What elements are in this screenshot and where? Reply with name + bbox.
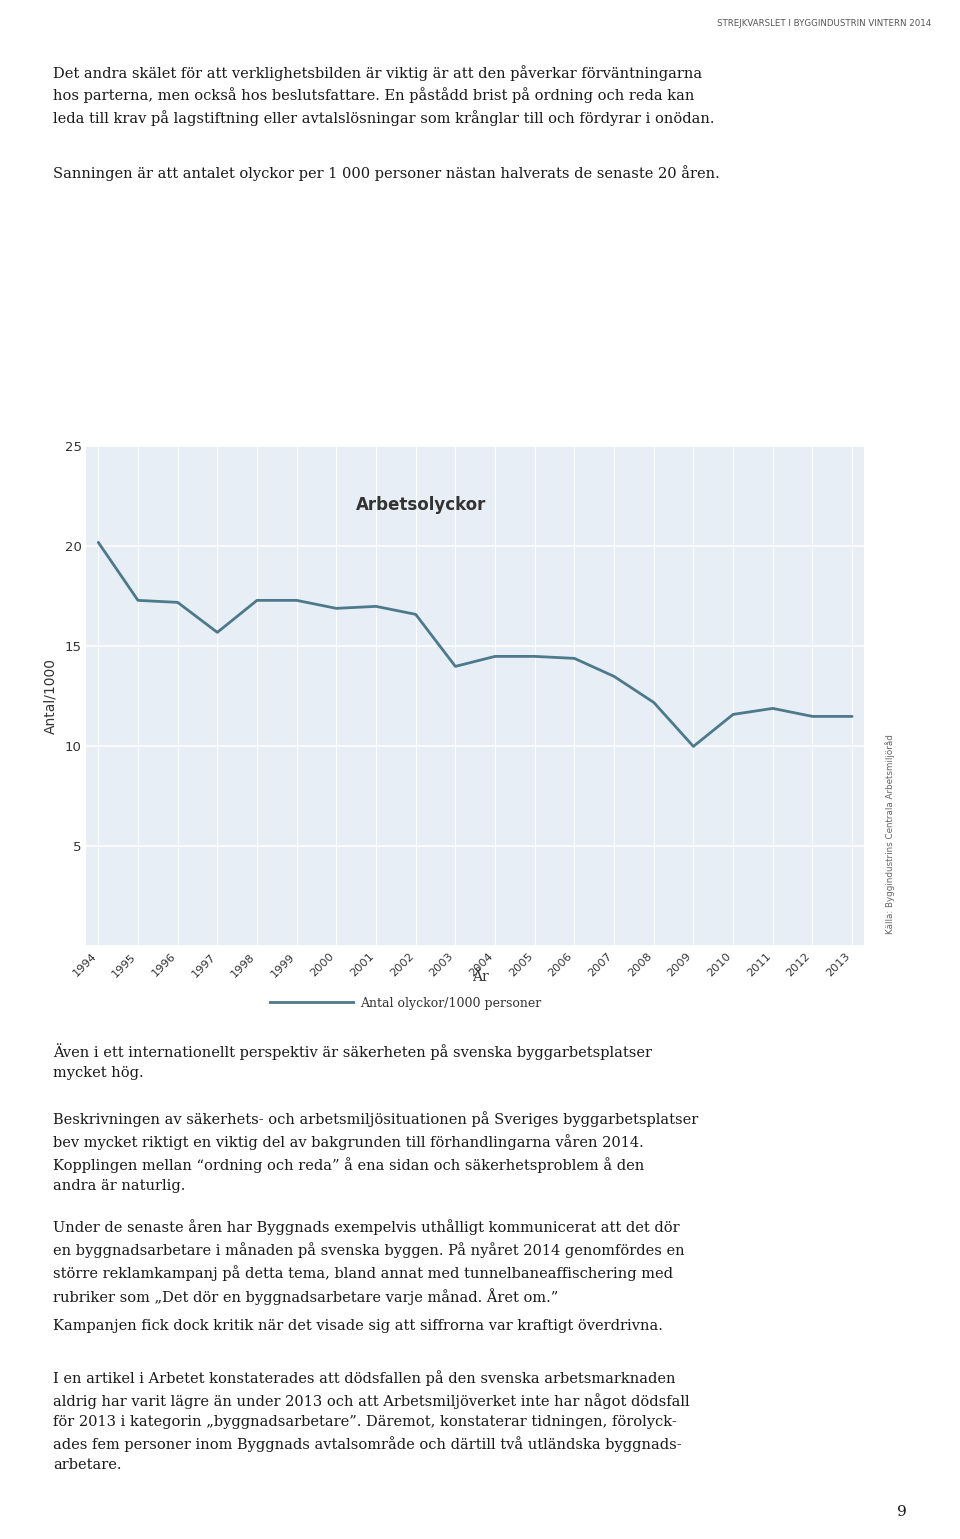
Text: 9: 9 (898, 1505, 907, 1519)
Text: Källa: Byggindustrins Centrala Arbetsmiljöråd: Källa: Byggindustrins Centrala Arbetsmil… (885, 734, 895, 934)
Text: Antal olyckor/1000 personer: Antal olyckor/1000 personer (360, 997, 541, 1010)
Text: Beskrivningen av säkerhets- och arbetsmiljösituationen på Sveriges byggarbetspla: Beskrivningen av säkerhets- och arbetsmi… (53, 1111, 698, 1193)
Y-axis label: Antal/1000: Antal/1000 (43, 659, 58, 734)
Text: Arbetsolyckor: Arbetsolyckor (355, 496, 486, 514)
Text: I en artikel i Arbetet konstaterades att dödsfallen på den svenska arbetsmarknad: I en artikel i Arbetet konstaterades att… (53, 1370, 689, 1471)
Text: Även i ett internationellt perspektiv är säkerheten på svenska byggarbetsplatser: Även i ett internationellt perspektiv är… (53, 1043, 652, 1080)
Text: Kampanjen fick dock kritik när det visade sig att siffrorna var kraftigt överdri: Kampanjen fick dock kritik när det visad… (53, 1319, 662, 1333)
Text: Sanningen är att antalet olyckor per 1 000 personer nästan halverats de senaste : Sanningen är att antalet olyckor per 1 0… (53, 165, 720, 180)
Text: STREJKVARSLET I BYGGINDUSTRIN VINTERN 2014: STREJKVARSLET I BYGGINDUSTRIN VINTERN 20… (717, 20, 931, 28)
Text: Under de senaste åren har Byggnads exempelvis uthålligt kommunicerat att det dör: Under de senaste åren har Byggnads exemp… (53, 1219, 684, 1305)
Text: Det andra skälet för att verklighetsbilden är viktig är att den påverkar förvänt: Det andra skälet för att verklighetsbild… (53, 65, 714, 126)
Text: År: År (471, 970, 489, 983)
